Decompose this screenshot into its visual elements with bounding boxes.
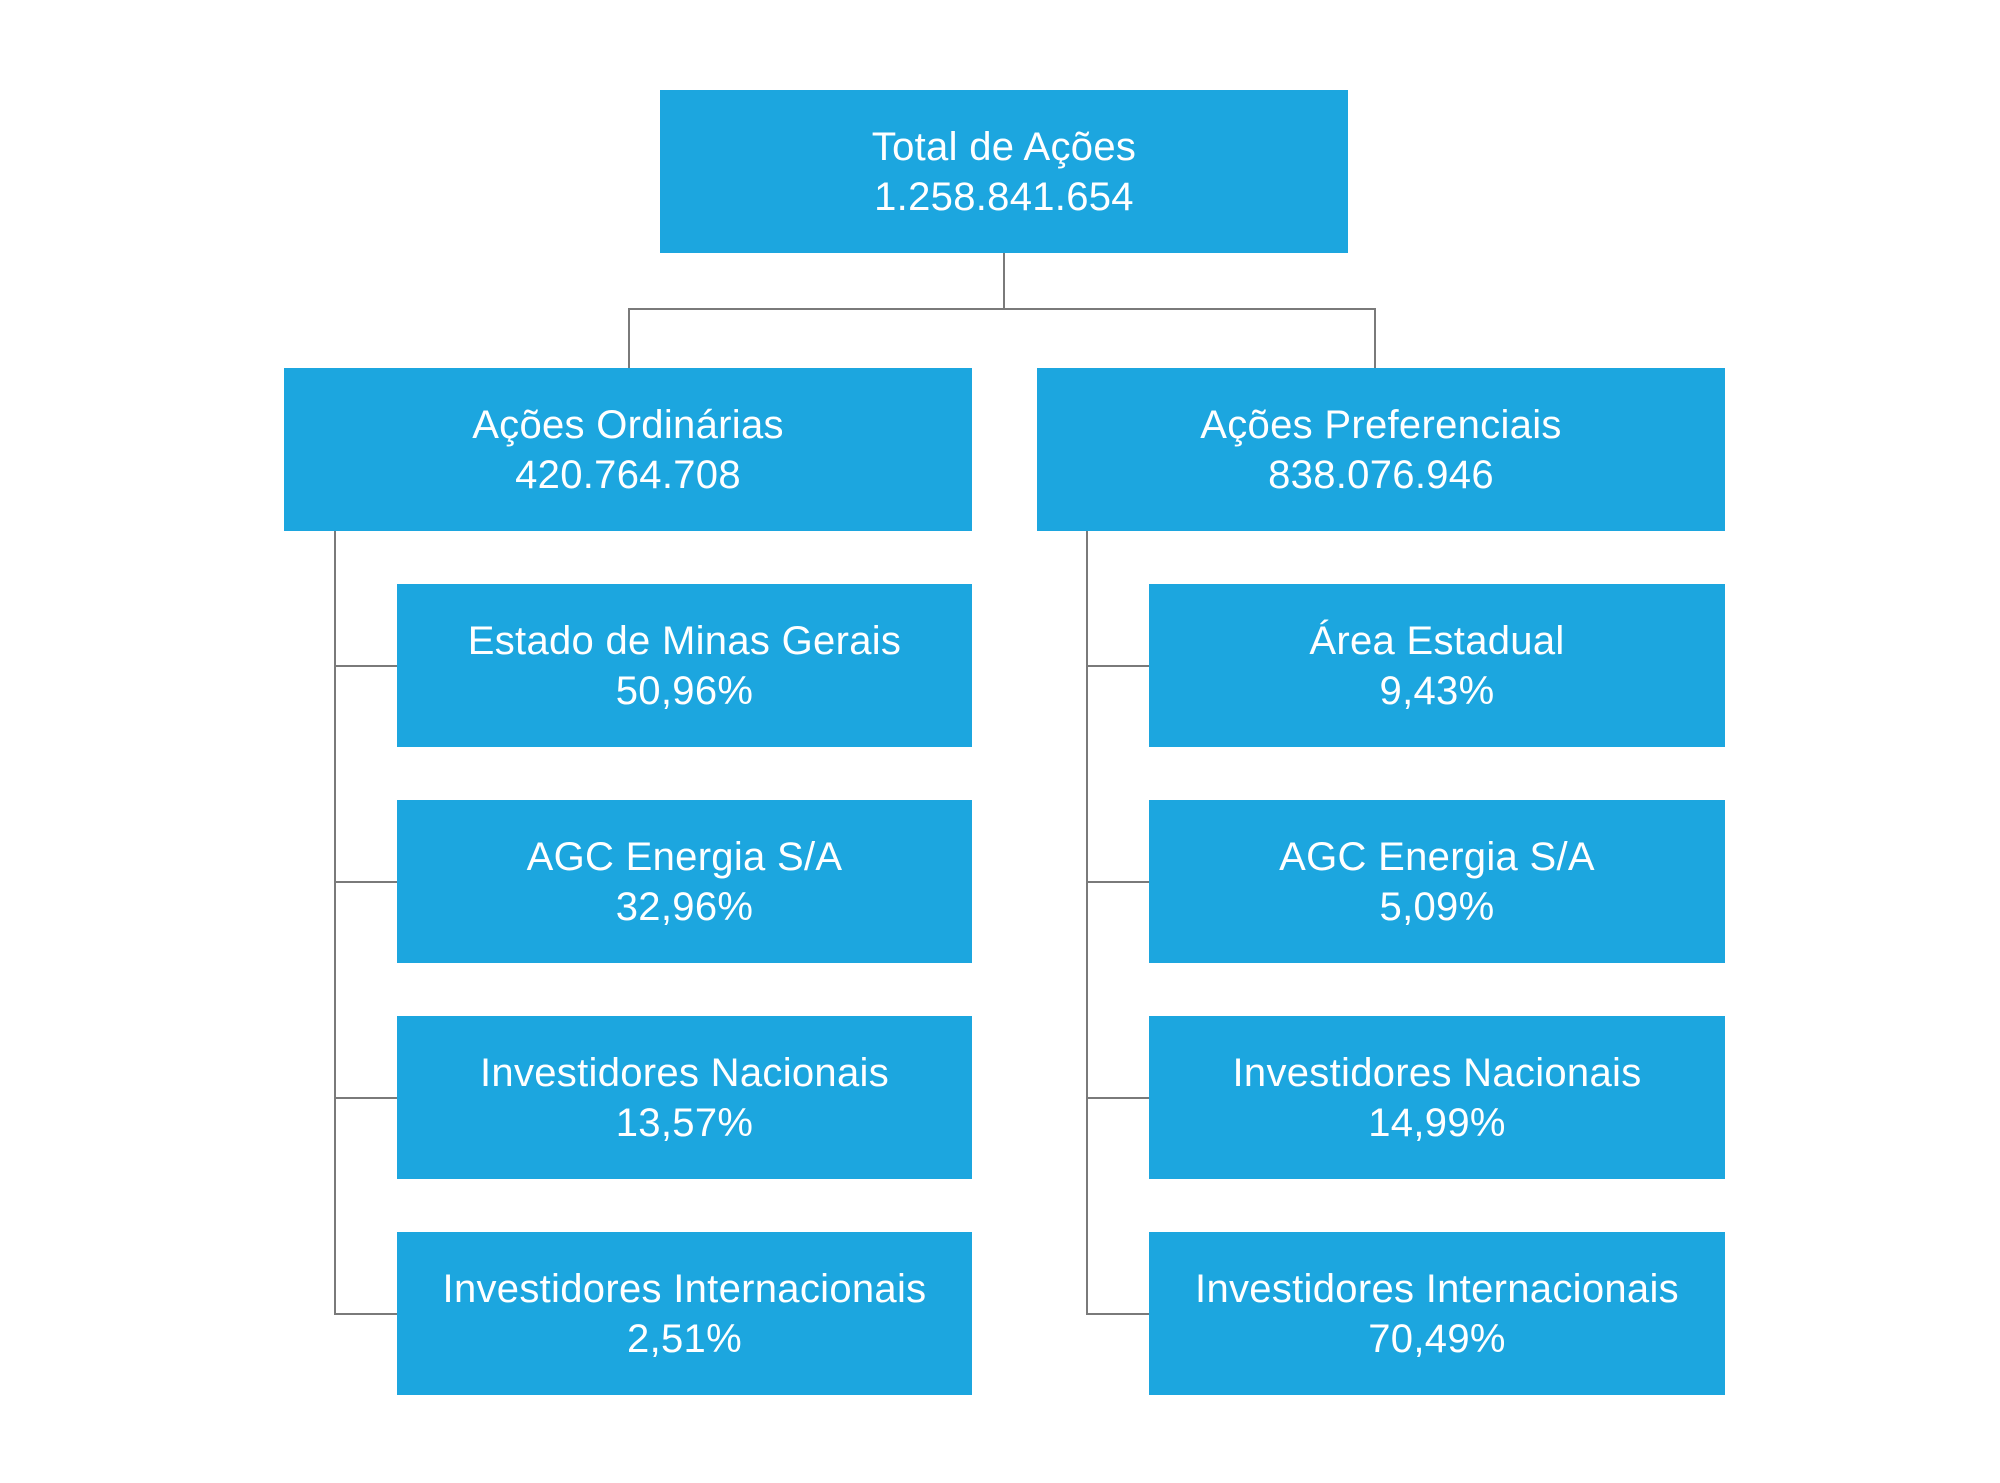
node-value: 50,96% (616, 666, 753, 716)
node-ordinarias-estado-minas-gerais: Estado de Minas Gerais 50,96% (397, 584, 972, 747)
node-value: 9,43% (1380, 666, 1495, 716)
node-value: 13,57% (616, 1098, 753, 1148)
node-acoes-ordinarias: Ações Ordinárias 420.764.708 (284, 368, 972, 531)
node-ordinarias-investidores-nacionais: Investidores Nacionais 13,57% (397, 1016, 972, 1179)
node-value: 2,51% (627, 1314, 742, 1364)
node-value: 5,09% (1380, 882, 1495, 932)
connector-ordinarias-up (628, 308, 630, 368)
node-label: AGC Energia S/A (527, 832, 843, 882)
connector-ordinarias-branch (334, 1097, 397, 1099)
node-label: Total de Ações (872, 122, 1136, 172)
connector-ordinarias-branch (334, 665, 397, 667)
connector-preferenciais-branch (1086, 665, 1149, 667)
connector-preferenciais-up (1374, 308, 1376, 368)
node-label: Ações Ordinárias (472, 400, 784, 450)
node-preferenciais-investidores-nacionais: Investidores Nacionais 14,99% (1149, 1016, 1725, 1179)
node-value: 838.076.946 (1268, 450, 1494, 500)
connector-root-down (1003, 253, 1005, 309)
connector-ordinarias-trunk (334, 531, 336, 1315)
node-preferenciais-area-estadual: Área Estadual 9,43% (1149, 584, 1725, 747)
node-label: AGC Energia S/A (1279, 832, 1595, 882)
node-value: 420.764.708 (515, 450, 741, 500)
node-label: Estado de Minas Gerais (468, 616, 901, 666)
node-preferenciais-investidores-internacionais: Investidores Internacionais 70,49% (1149, 1232, 1725, 1395)
connector-preferenciais-branch (1086, 1097, 1149, 1099)
connector-preferenciais-branch (1086, 1313, 1149, 1315)
node-ordinarias-agc-energia: AGC Energia S/A 32,96% (397, 800, 972, 963)
node-label: Investidores Nacionais (1232, 1048, 1641, 1098)
connector-preferenciais-branch (1086, 881, 1149, 883)
node-preferenciais-agc-energia: AGC Energia S/A 5,09% (1149, 800, 1725, 963)
node-acoes-preferenciais: Ações Preferenciais 838.076.946 (1037, 368, 1725, 531)
node-value: 14,99% (1368, 1098, 1505, 1148)
node-value: 1.258.841.654 (874, 172, 1134, 222)
node-value: 70,49% (1368, 1314, 1505, 1364)
node-label: Investidores Internacionais (1195, 1264, 1679, 1314)
connector-top-bar (628, 308, 1376, 310)
node-label: Ações Preferenciais (1200, 400, 1561, 450)
node-label: Investidores Internacionais (443, 1264, 927, 1314)
node-ordinarias-investidores-internacionais: Investidores Internacionais 2,51% (397, 1232, 972, 1395)
node-label: Área Estadual (1309, 616, 1564, 666)
node-total-acoes: Total de Ações 1.258.841.654 (660, 90, 1348, 253)
connector-ordinarias-branch (334, 881, 397, 883)
connector-preferenciais-trunk (1086, 531, 1088, 1315)
node-value: 32,96% (616, 882, 753, 932)
connector-ordinarias-branch (334, 1313, 397, 1315)
node-label: Investidores Nacionais (480, 1048, 889, 1098)
